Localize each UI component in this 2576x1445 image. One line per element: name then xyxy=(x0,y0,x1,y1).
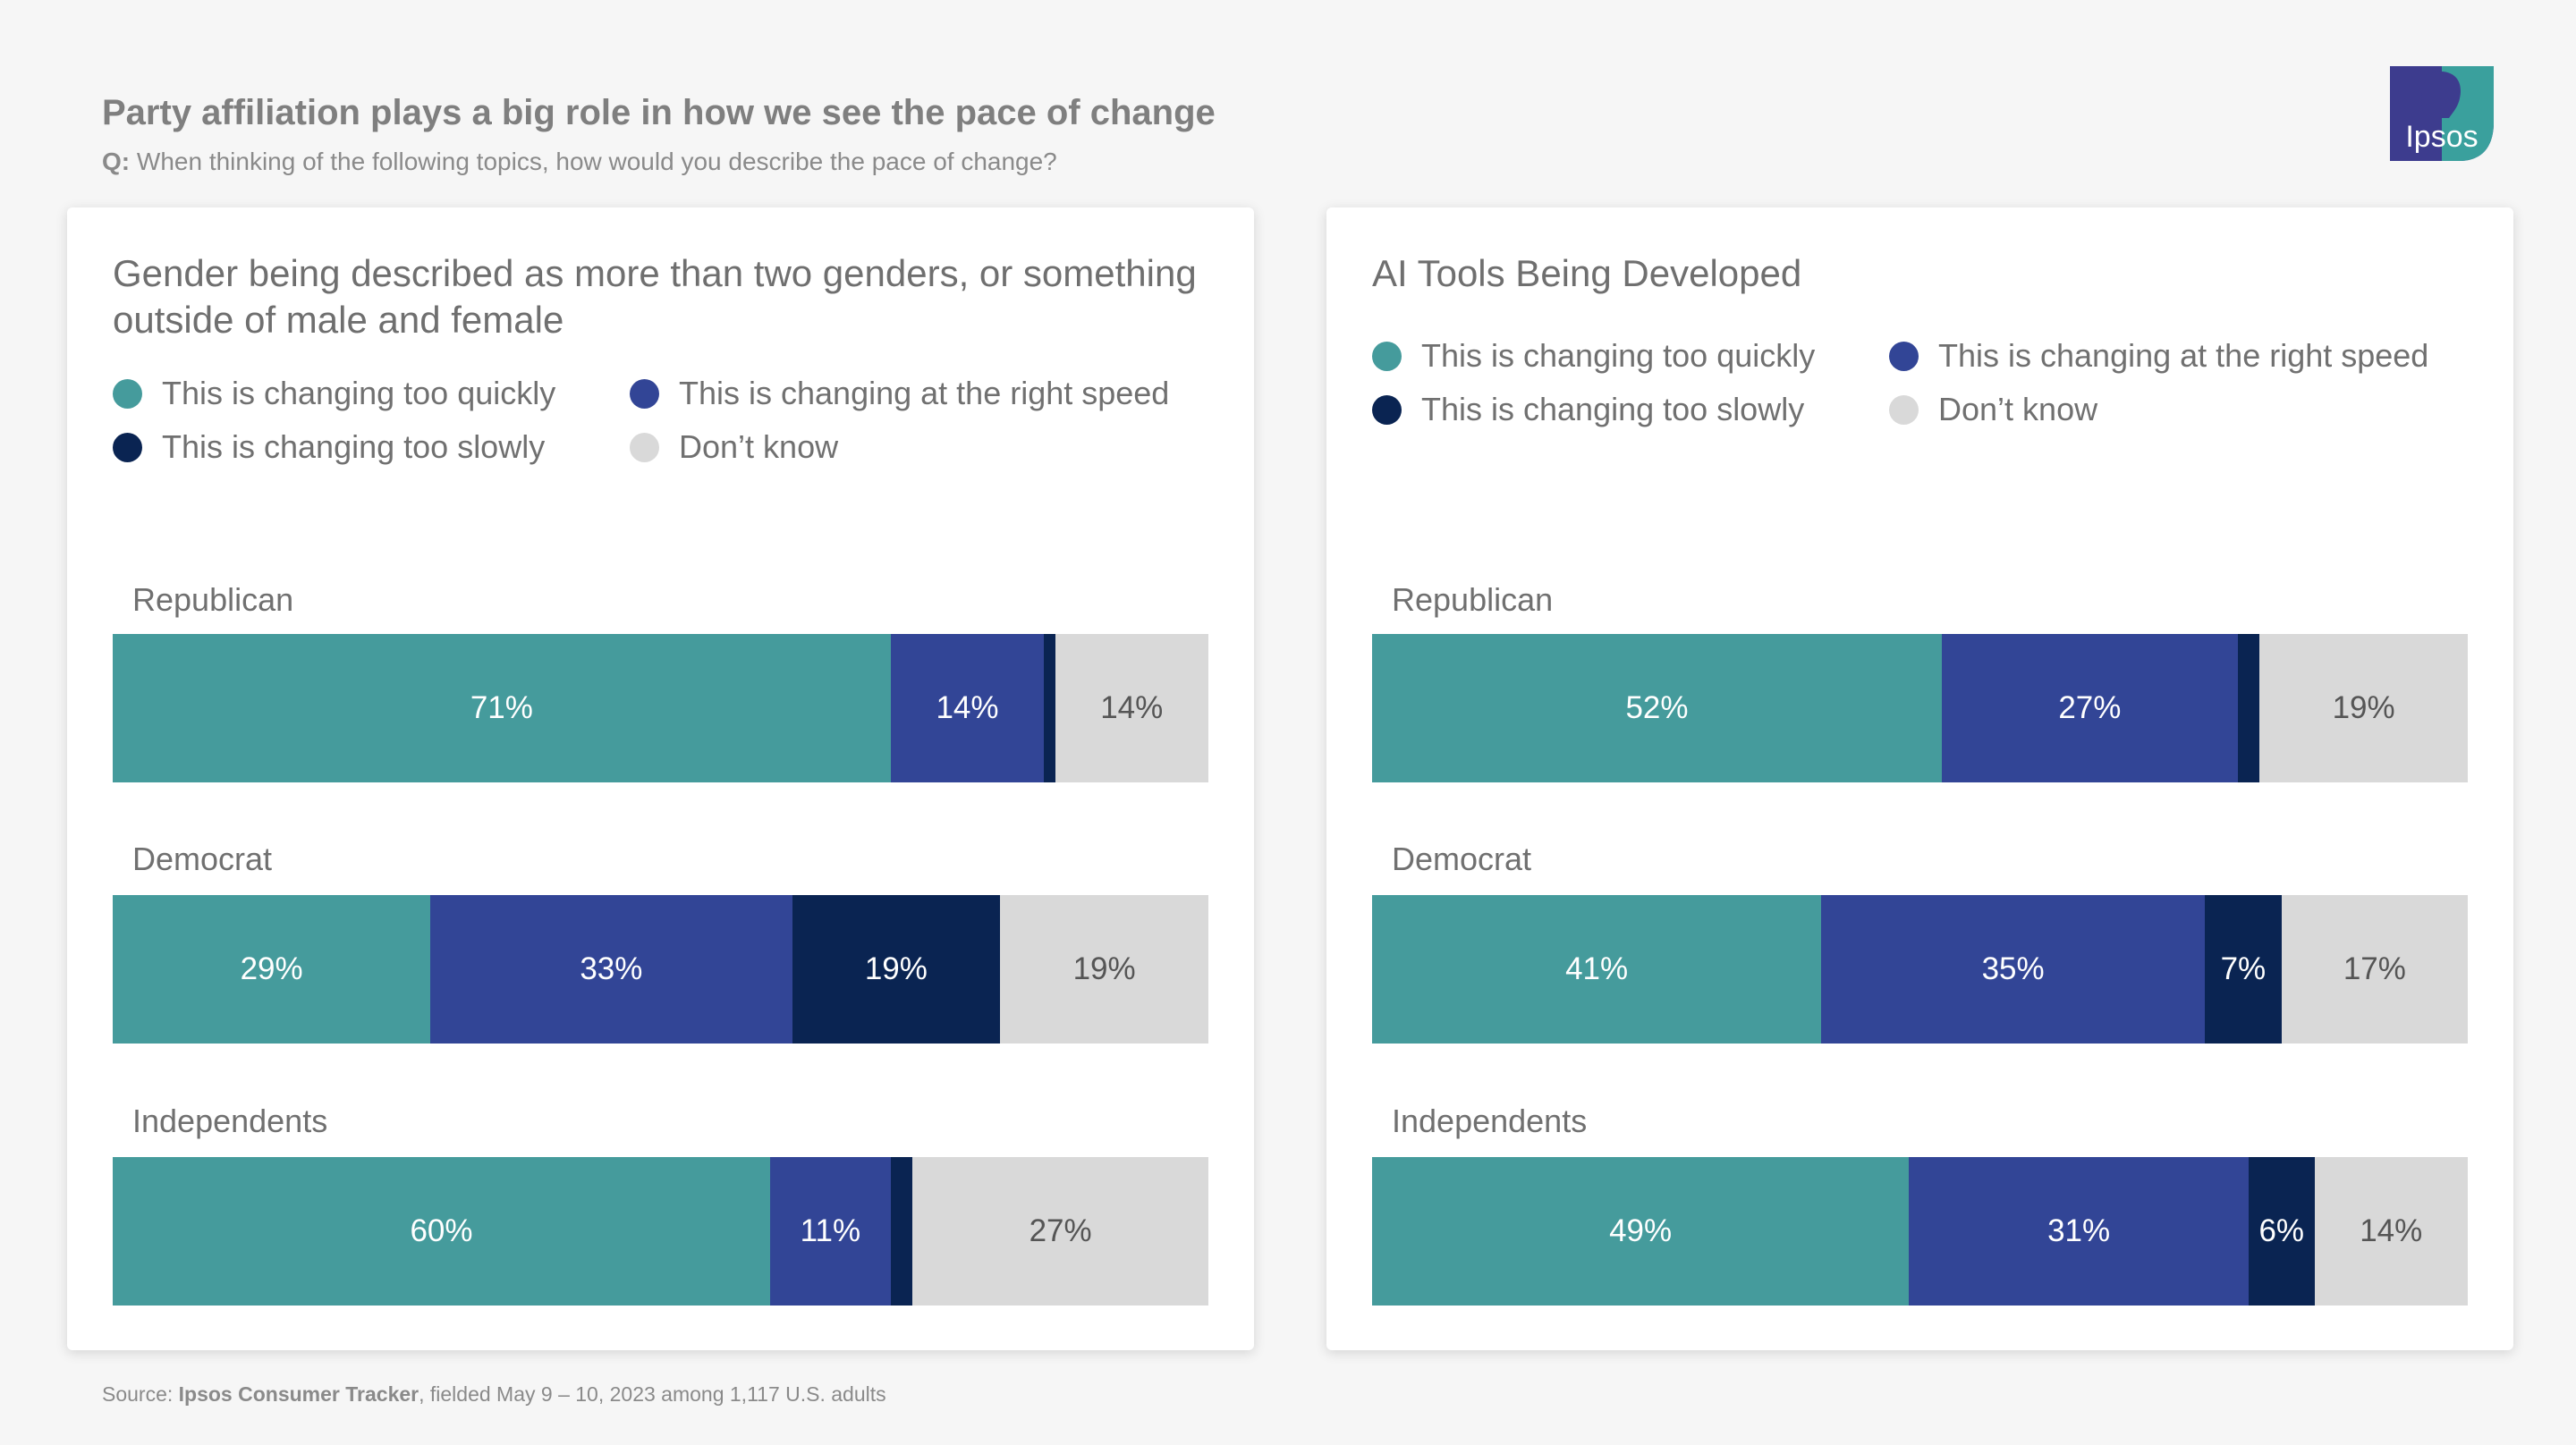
legend-label: This is changing too quickly xyxy=(1421,337,1816,374)
legend-item-too-quickly: This is changing too quickly xyxy=(1372,337,1889,374)
data-label: 14% xyxy=(1100,690,1164,725)
bar-republican: 52% 27% 19% xyxy=(1372,634,2468,782)
question-text: When thinking of the following topics, h… xyxy=(136,148,1057,175)
segment-dont-know: 17% xyxy=(2281,895,2468,1044)
segment-too-quickly: 71% xyxy=(113,634,891,782)
legend-label: Don’t know xyxy=(1938,391,2098,427)
legend-label: Don’t know xyxy=(679,428,839,465)
segment-too-slowly: 7% xyxy=(2205,895,2282,1044)
segment-too-quickly: 60% xyxy=(113,1157,770,1306)
question-prefix: Q: xyxy=(102,148,131,175)
legend-swatch xyxy=(630,378,659,409)
bar-republican: 71% 14% 14% xyxy=(113,634,1208,782)
category-label-democrat: Democrat xyxy=(1392,841,1532,877)
legend-label: This is changing too slowly xyxy=(1421,391,1805,427)
segment-right-speed: 14% xyxy=(890,634,1045,782)
legend-swatch xyxy=(1372,341,1402,371)
data-label: 41% xyxy=(1565,951,1629,986)
legend-item-too-slowly: This is changing too slowly xyxy=(1372,391,1889,427)
data-label: 60% xyxy=(410,1213,473,1248)
data-label: 19% xyxy=(864,951,928,986)
source-prefix: Source: xyxy=(102,1382,174,1406)
legend-swatch xyxy=(1372,394,1402,425)
data-label: 27% xyxy=(2058,690,2122,725)
segment-right-speed: 35% xyxy=(1821,895,2205,1044)
segment-too-quickly: 52% xyxy=(1372,634,1942,782)
source-details: , fielded May 9 – 10, 2023 among 1,117 U… xyxy=(419,1382,886,1406)
data-label: 71% xyxy=(470,690,533,725)
logo-text: Ipsos xyxy=(2405,120,2478,154)
segment-right-speed: 27% xyxy=(1942,634,2238,782)
legend-item-right-speed: This is changing at the right speed xyxy=(630,375,1220,411)
data-label: 14% xyxy=(936,690,999,725)
segment-right-speed: 11% xyxy=(770,1157,891,1306)
data-label: 33% xyxy=(580,951,643,986)
chart-panel-gender: Gender being described as more than two … xyxy=(67,207,1254,1350)
legend-item-too-quickly: This is changing too quickly xyxy=(113,375,630,411)
legend-swatch xyxy=(630,432,659,462)
data-label: 35% xyxy=(1981,951,2045,986)
segment-too-slowly: 19% xyxy=(792,895,1001,1044)
category-label-independents: Independents xyxy=(132,1103,328,1139)
data-label: 7% xyxy=(2220,951,2267,986)
legend-item-dont-know: Don’t know xyxy=(1889,391,2479,427)
segment-dont-know: 14% xyxy=(1055,634,1208,782)
segment-too-slowly xyxy=(890,1157,913,1306)
data-label: 6% xyxy=(2258,1213,2305,1248)
data-label: 31% xyxy=(2047,1213,2111,1248)
segment-too-slowly xyxy=(2237,634,2260,782)
chart-title: AI Tools Being Developed xyxy=(1372,252,1802,294)
category-label-republican: Republican xyxy=(1392,581,1554,618)
category-label-republican: Republican xyxy=(132,581,294,618)
segment-too-slowly xyxy=(1044,634,1055,782)
page-title: Party affiliation plays a big role in ho… xyxy=(102,93,1216,132)
ipsos-logo: Ipsos xyxy=(2390,66,2494,161)
bar-independents: 60% 11% 27% xyxy=(113,1157,1208,1306)
data-label: 29% xyxy=(240,951,303,986)
legend-label: This is changing too quickly xyxy=(162,375,556,411)
data-label: 19% xyxy=(2332,690,2395,725)
chart-title: Gender being described as more than two … xyxy=(113,252,1197,341)
data-label: 19% xyxy=(1072,951,1136,986)
category-label-democrat: Democrat xyxy=(132,841,273,877)
data-label: 52% xyxy=(1625,690,1689,725)
source-name: Ipsos Consumer Tracker xyxy=(178,1382,419,1406)
legend-item-dont-know: Don’t know xyxy=(630,428,1220,465)
category-label-independents: Independents xyxy=(1392,1103,1588,1139)
segment-dont-know: 19% xyxy=(1000,895,1208,1044)
data-label: 14% xyxy=(2360,1213,2423,1248)
legend-swatch xyxy=(1889,394,1919,425)
data-label: 27% xyxy=(1029,1213,1092,1248)
data-label: 17% xyxy=(2343,951,2406,986)
page-question: Q: When thinking of the following topics… xyxy=(102,148,1057,176)
bar-democrat: 29% 33% 19% 19% xyxy=(113,895,1208,1044)
source-note: Source: Ipsos Consumer Tracker, fielded … xyxy=(102,1382,886,1407)
segment-too-quickly: 41% xyxy=(1372,895,1822,1044)
segment-right-speed: 33% xyxy=(430,895,792,1044)
segment-too-slowly: 6% xyxy=(2249,1157,2315,1306)
segment-dont-know: 27% xyxy=(912,1157,1208,1306)
segment-too-quickly: 29% xyxy=(113,895,431,1044)
legend-label: This is changing at the right speed xyxy=(679,375,1170,411)
segment-too-quickly: 49% xyxy=(1372,1157,1910,1306)
logo-head xyxy=(2421,71,2461,118)
data-label: 49% xyxy=(1609,1213,1673,1248)
segment-right-speed: 31% xyxy=(1909,1157,2249,1306)
legend-item-right-speed: This is changing at the right speed xyxy=(1889,337,2479,374)
segment-dont-know: 14% xyxy=(2314,1157,2468,1306)
segment-dont-know: 19% xyxy=(2259,634,2468,782)
chart-panel-ai-tools: AI Tools Being Developed This is changin… xyxy=(1326,207,2513,1350)
bar-independents: 49% 31% 6% 14% xyxy=(1372,1157,2468,1306)
legend-swatch xyxy=(113,378,142,409)
legend-label: This is changing at the right speed xyxy=(1938,337,2429,374)
data-label: 11% xyxy=(800,1213,861,1248)
legend-swatch xyxy=(113,432,142,462)
bar-democrat: 41% 35% 7% 17% xyxy=(1372,895,2468,1044)
legend-item-too-slowly: This is changing too slowly xyxy=(113,428,630,465)
legend-swatch xyxy=(1889,341,1919,371)
chart-legend: This is changing too quickly This is cha… xyxy=(1372,337,2481,427)
legend-label: This is changing too slowly xyxy=(162,428,546,465)
chart-legend: This is changing too quickly This is cha… xyxy=(113,375,1222,465)
